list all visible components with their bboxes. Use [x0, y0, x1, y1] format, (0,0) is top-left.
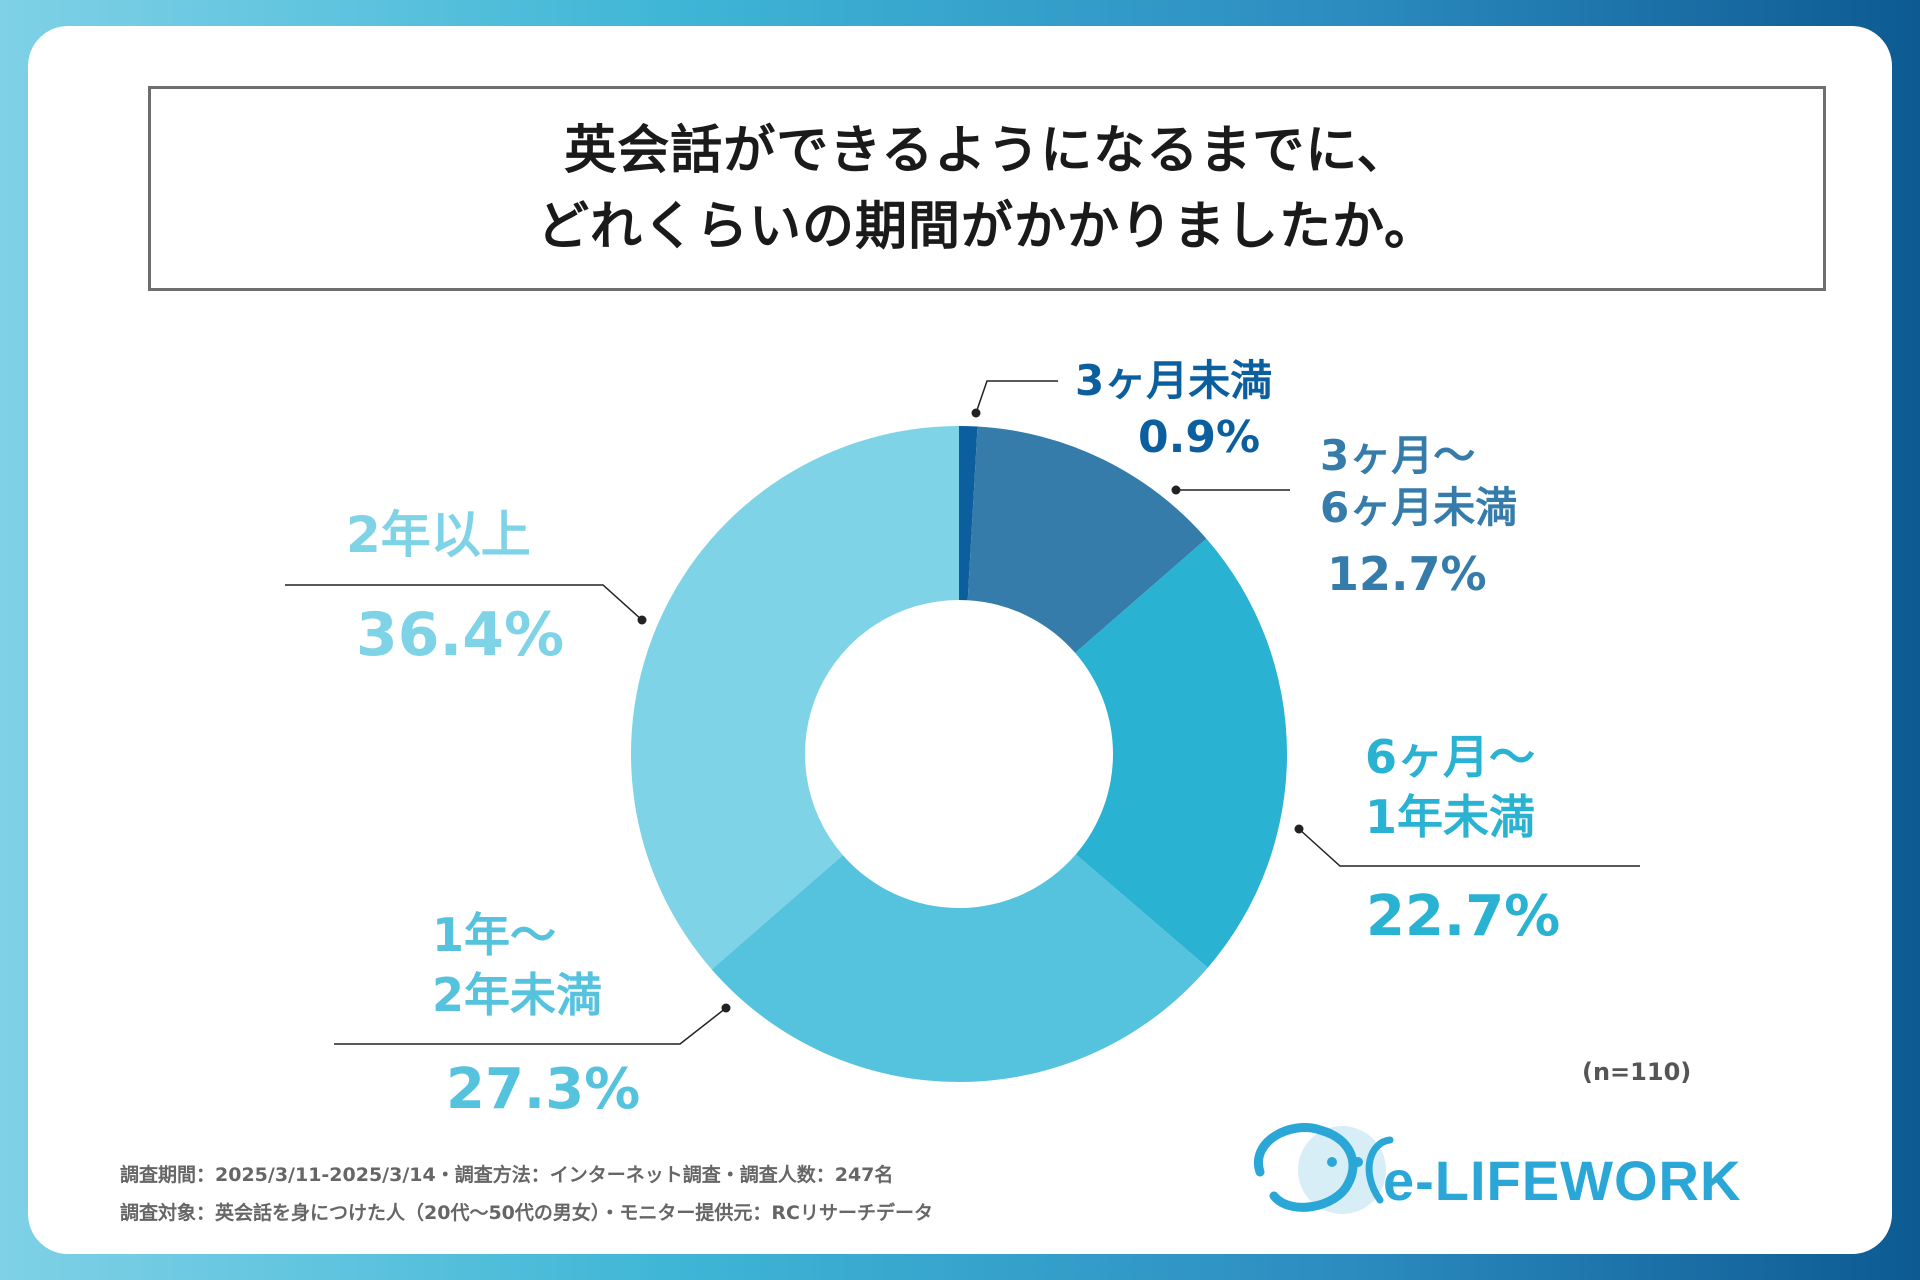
chart-slices	[631, 426, 1287, 1082]
donut-slice-2	[1075, 538, 1287, 968]
donut-slice-4	[631, 426, 959, 970]
leader-dot-slice-0	[971, 408, 981, 418]
label-slice-1-value: 12.7%	[1327, 547, 1487, 601]
footer-survey-target: 調査対象：英会話を身につけた人（20代〜50代の男女）・モニター提供元：RCリサ…	[120, 1202, 933, 1224]
leader-line-slice-3	[334, 1007, 727, 1045]
leader-dots	[637, 408, 1304, 1013]
leader-dot-slice-4	[637, 615, 647, 625]
label-slice-4-name: 2年以上	[346, 506, 531, 564]
label-slice-2-value: 22.7%	[1366, 884, 1560, 949]
sample-size-label: (n=110)	[1582, 1058, 1692, 1086]
donut-slice-0	[959, 426, 978, 601]
label-slice-2-name-1: 6ヶ月〜	[1365, 730, 1535, 784]
title-box: 英会話ができるようになるまでに、 どれくらいの期間がかかりましたか。	[148, 86, 1826, 291]
logo-face-icon	[1298, 1126, 1386, 1214]
footer-survey-info: 調査期間：2025/3/11-2025/3/14・調査方法：インターネット調査・…	[120, 1164, 894, 1186]
title-line-1: 英会話ができるようになるまでに、	[564, 120, 1410, 181]
donut-slice-3	[711, 854, 1208, 1082]
title-line-2: どれくらいの期間がかかりましたか。	[537, 196, 1437, 257]
label-slice-3-name-2: 2年未満	[432, 968, 602, 1022]
label-slice-1-name-1: 3ヶ月〜	[1320, 431, 1475, 480]
label-slice-0-value: 0.9%	[1138, 412, 1260, 463]
e-lifework-logo-mark	[1253, 1123, 1394, 1214]
label-slice-3-name-1: 1年〜	[432, 908, 556, 962]
label-slice-1-name-2: 6ヶ月未満	[1320, 483, 1517, 532]
donut-slice-1	[967, 426, 1207, 653]
leader-line-slice-0	[975, 380, 1058, 414]
leader-dot-slice-3	[721, 1003, 731, 1013]
leader-line-slice-2	[1298, 828, 1640, 867]
label-slice-4-value: 36.4%	[356, 600, 564, 670]
leader-lines	[285, 380, 1640, 1045]
leader-dot-slice-2	[1294, 824, 1304, 834]
label-slice-3-value: 27.3%	[446, 1057, 640, 1122]
leader-line-slice-4	[285, 584, 643, 621]
logo-wordmark: e-LIFEWORK	[1383, 1149, 1742, 1212]
label-slice-0-name: 3ヶ月未満	[1075, 356, 1272, 405]
leader-dot-slice-1	[1171, 485, 1181, 495]
label-slice-2-name-2: 1年未満	[1365, 790, 1535, 844]
